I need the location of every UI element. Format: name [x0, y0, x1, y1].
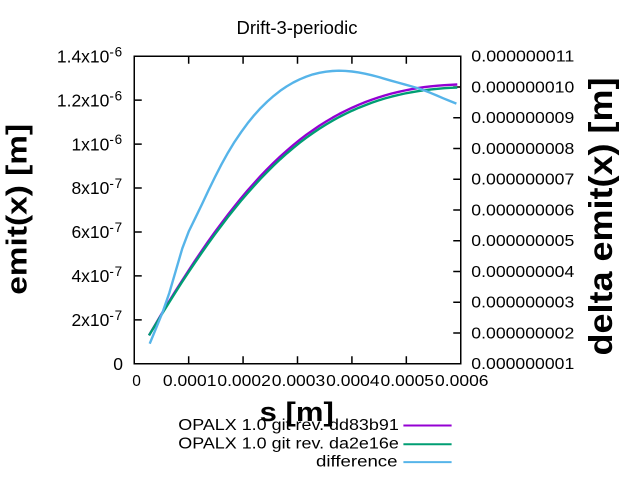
svg-text:OPALX 1.0 git rev. da2e16e: OPALX 1.0 git rev. da2e16e [178, 436, 399, 453]
svg-text:0.0003: 0.0003 [272, 373, 326, 390]
svg-text:0.000000007: 0.000000007 [471, 172, 574, 189]
svg-text:OPALX 1.0 git rev. dd83b91: OPALX 1.0 git rev. dd83b91 [178, 417, 399, 434]
svg-text:0.0002: 0.0002 [217, 373, 271, 390]
svg-text:Drift-3-periodic: Drift-3-periodic [237, 18, 358, 38]
svg-text:0.000000004: 0.000000004 [471, 264, 574, 281]
svg-text:delta emit(x) [m]: delta emit(x) [m] [582, 78, 619, 356]
svg-text:0.000000010: 0.000000010 [471, 79, 574, 96]
svg-text:emit(x) [m]: emit(x) [m] [2, 124, 34, 295]
svg-text:1.2x10-6: 1.2x10-6 [57, 88, 123, 110]
svg-text:difference: difference [316, 453, 398, 470]
svg-text:0.0004: 0.0004 [326, 373, 380, 390]
svg-text:0.0005: 0.0005 [381, 373, 435, 390]
svg-text:0: 0 [132, 373, 141, 390]
svg-text:0.000000011: 0.000000011 [471, 49, 574, 66]
svg-text:0: 0 [113, 354, 123, 374]
svg-text:0.000000006: 0.000000006 [471, 202, 574, 219]
svg-text:1.4x10-6: 1.4x10-6 [57, 44, 123, 66]
svg-text:0.000000008: 0.000000008 [471, 141, 574, 158]
svg-text:0.000000003: 0.000000003 [471, 295, 574, 312]
svg-text:0.0001: 0.0001 [163, 373, 217, 390]
svg-text:s [m]: s [m] [260, 397, 334, 427]
svg-text:0.000000001: 0.000000001 [471, 356, 574, 373]
svg-text:0.000000009: 0.000000009 [471, 110, 574, 127]
svg-text:0.000000005: 0.000000005 [471, 233, 574, 250]
svg-text:0.0006: 0.0006 [435, 373, 489, 390]
svg-text:0.000000002: 0.000000002 [471, 325, 574, 342]
